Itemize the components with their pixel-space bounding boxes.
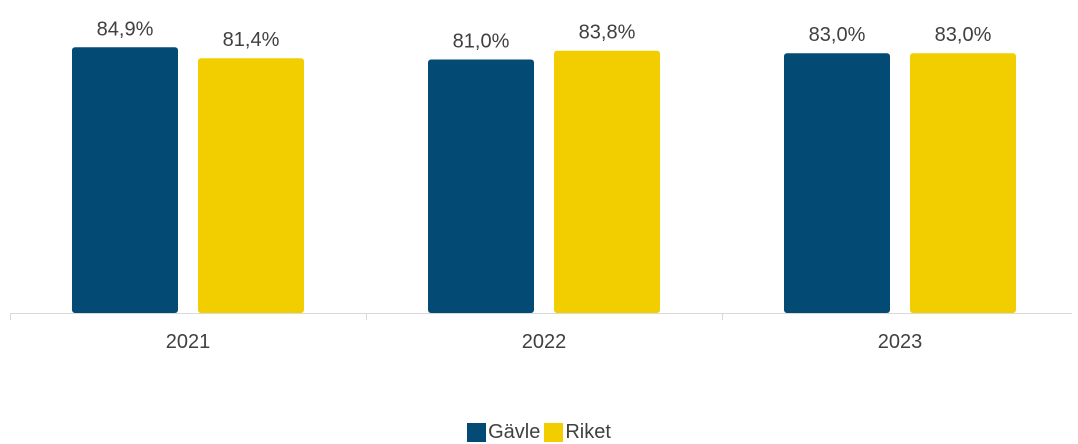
bar-gavle-2021	[72, 47, 178, 313]
legend-item-gavle: Gävle	[467, 421, 540, 444]
data-label: 81,0%	[453, 30, 510, 52]
bars-group	[72, 47, 1016, 314]
bar-riket-2021	[198, 58, 304, 313]
legend-item-riket: Riket	[544, 421, 611, 444]
bar-riket-2022	[554, 50, 660, 314]
data-label: 84,9%	[97, 18, 154, 40]
legend-label-gavle: Gävle	[488, 421, 541, 443]
x-tick-label: 2021	[166, 331, 211, 353]
data-label: 83,8%	[579, 22, 636, 44]
bar-riket-2023	[910, 53, 1016, 314]
bar-chart: 2021 2022 2023 84,9% 81,4% 81,0% 83,8% 83,0% 83…	[10, 18, 1072, 353]
legend: Gävle Riket	[0, 421, 1078, 444]
x-tick-label: 2023	[878, 331, 923, 353]
bar-gavle-2022	[428, 59, 534, 313]
legend-swatch-riket	[544, 423, 564, 442]
x-tick-label: 2022	[522, 331, 567, 353]
data-label: 81,4%	[223, 29, 280, 51]
x-axis: 2021 2022 2023	[10, 313, 1072, 353]
legend-label-riket: Riket	[565, 421, 611, 443]
data-label: 83,0%	[809, 24, 866, 46]
legend-swatch-gavle	[467, 423, 487, 442]
data-labels-group: 84,9% 81,4% 81,0% 83,8% 83,0% 83,0%	[97, 18, 992, 52]
data-label: 83,0%	[935, 24, 992, 46]
bar-gavle-2023	[784, 53, 890, 314]
